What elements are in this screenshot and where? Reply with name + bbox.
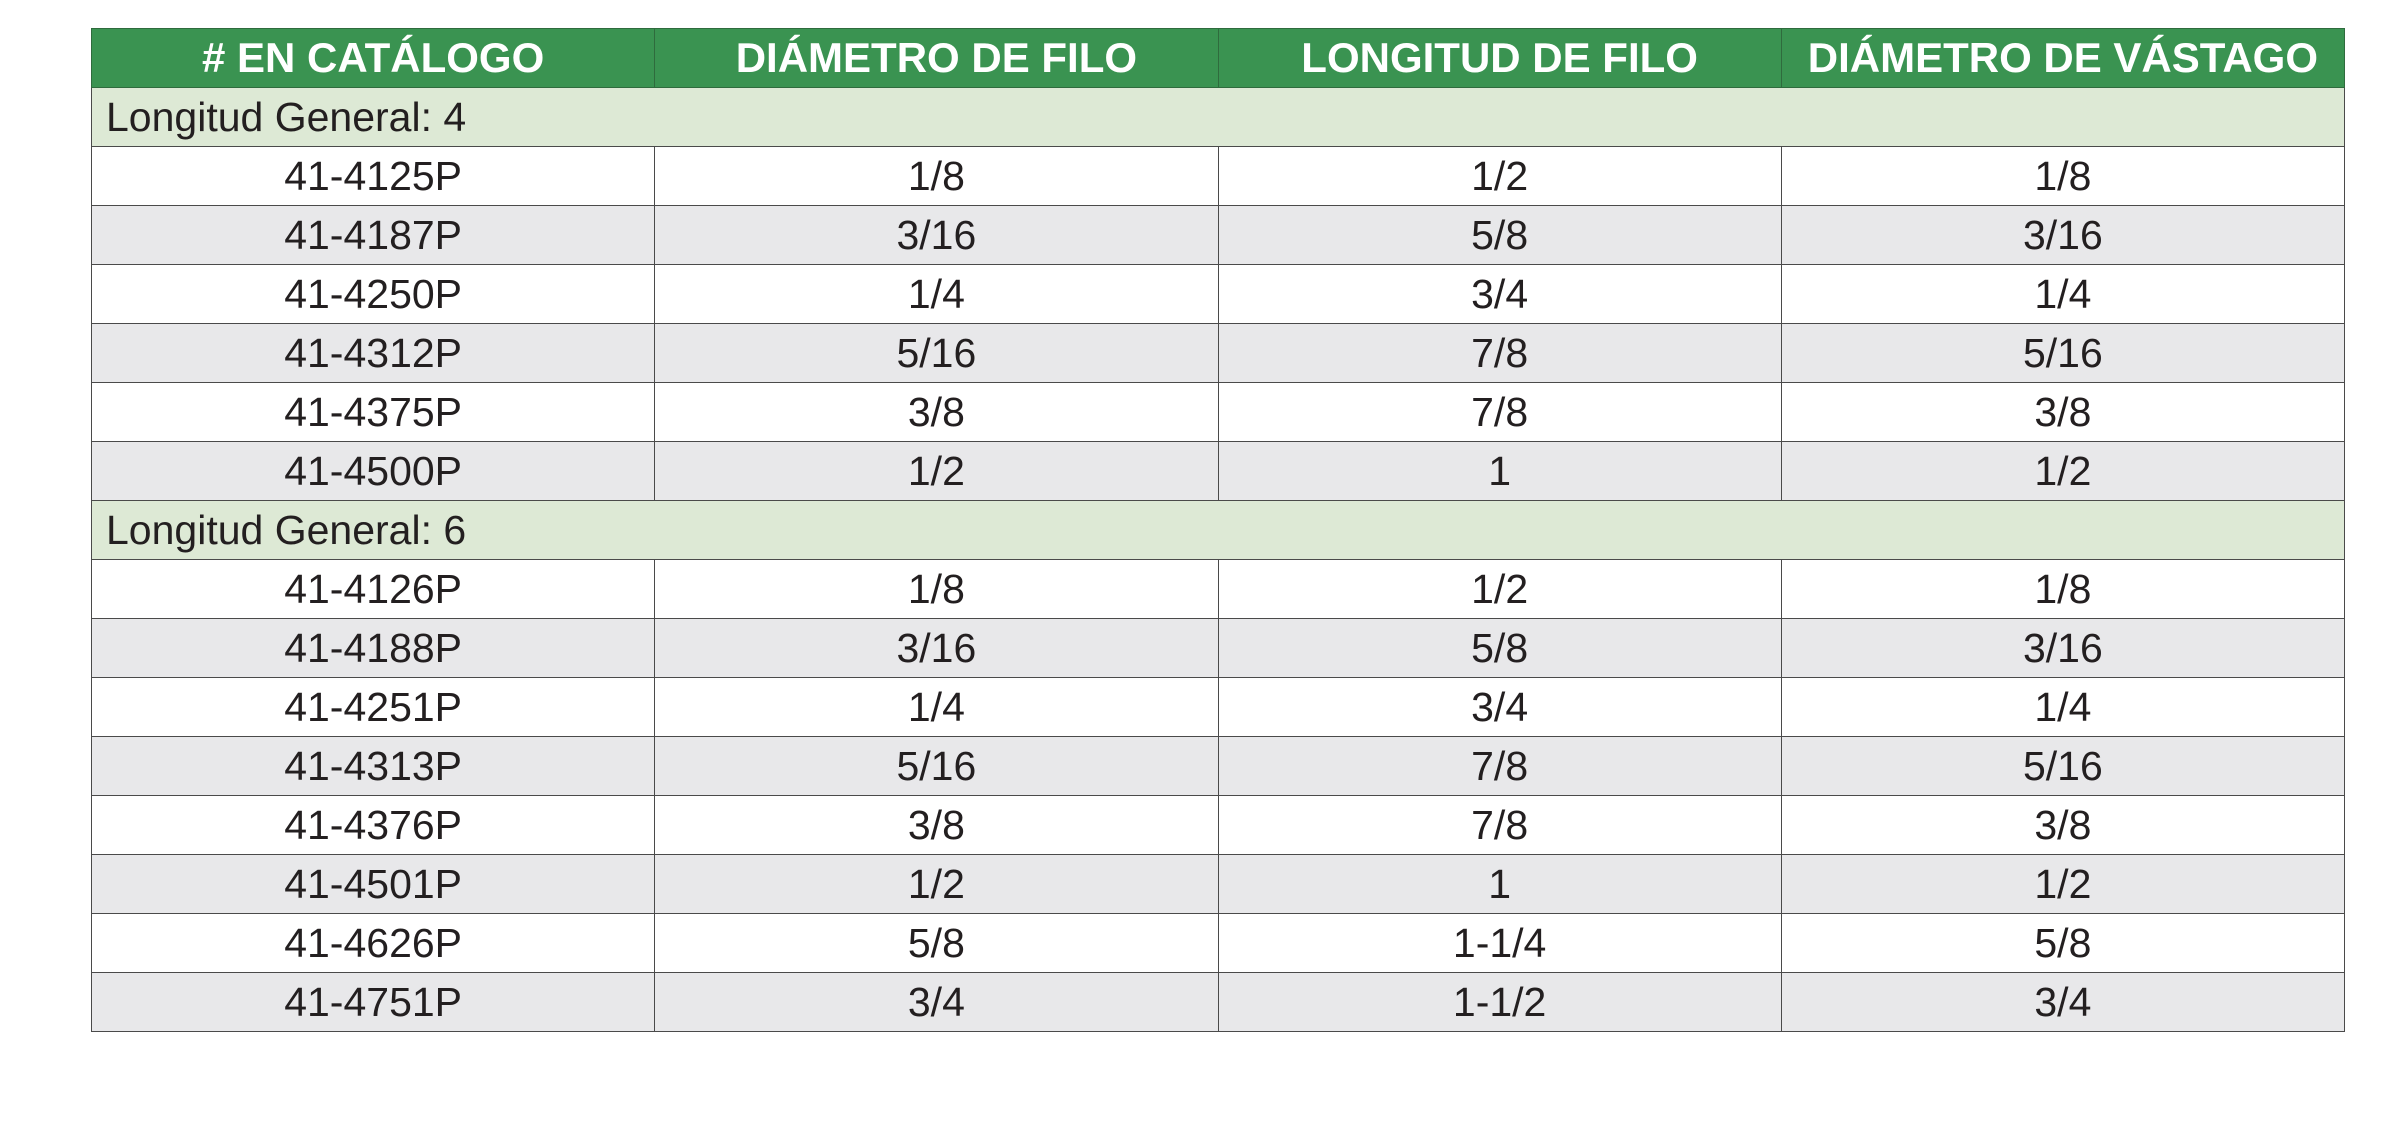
cell-cutting-diameter: 1/2 [654, 854, 1219, 914]
cell-cutting-diameter: 3/16 [654, 205, 1219, 265]
cell-catalog-number: 41-4187P [90, 205, 656, 265]
cell-cutting-length: 1/2 [1217, 146, 1782, 206]
cell-catalog-number: 41-4375P [90, 382, 656, 442]
table-row: 41-4187P 3/16 5/8 3/16 [90, 205, 2346, 265]
cell-catalog-number: 41-4312P [90, 323, 656, 383]
cell-catalog-number: 41-4376P [90, 795, 656, 855]
table-row: 41-4188P 3/16 5/8 3/16 [90, 618, 2346, 678]
cell-cutting-length: 1/2 [1217, 559, 1782, 619]
header-cutting-diameter: DIÁMETRO DE FILO [654, 28, 1219, 88]
cell-shank-diameter: 3/8 [1780, 795, 2346, 855]
cell-shank-diameter: 5/8 [1780, 913, 2346, 973]
cell-catalog-number: 41-4751P [90, 972, 656, 1032]
cell-cutting-diameter: 1/4 [654, 264, 1219, 324]
cell-cutting-length: 5/8 [1217, 205, 1782, 265]
table-row: 41-4312P 5/16 7/8 5/16 [90, 323, 2346, 383]
group-label: Longitud General: 6 [91, 500, 2345, 560]
cell-shank-diameter: 1/8 [1780, 559, 2346, 619]
header-shank-diameter: DIÁMETRO DE VÁSTAGO [1780, 28, 2346, 88]
cell-cutting-length: 3/4 [1217, 677, 1782, 737]
cell-cutting-diameter: 1/8 [654, 146, 1219, 206]
cell-shank-diameter: 1/4 [1780, 264, 2346, 324]
header-row: # EN CATÁLOGO DIÁMETRO DE FILO LONGITUD … [90, 28, 2346, 88]
cell-cutting-diameter: 3/4 [654, 972, 1219, 1032]
cell-cutting-diameter: 3/8 [654, 382, 1219, 442]
cell-cutting-length: 7/8 [1217, 323, 1782, 383]
table-row: 41-4500P 1/2 1 1/2 [90, 441, 2346, 501]
cell-catalog-number: 41-4188P [90, 618, 656, 678]
table-row: 41-4626P 5/8 1-1/4 5/8 [90, 913, 2346, 973]
cell-catalog-number: 41-4313P [90, 736, 656, 796]
cell-cutting-diameter: 5/16 [654, 736, 1219, 796]
group-label: Longitud General: 4 [91, 87, 2345, 147]
cell-shank-diameter: 1/2 [1780, 854, 2346, 914]
cell-shank-diameter: 5/16 [1780, 323, 2346, 383]
cell-cutting-diameter: 5/16 [654, 323, 1219, 383]
header-cutting-length: LONGITUD DE FILO [1217, 28, 1782, 88]
cell-cutting-length: 1 [1217, 441, 1782, 501]
cell-shank-diameter: 3/16 [1780, 205, 2346, 265]
cell-cutting-length: 3/4 [1217, 264, 1782, 324]
cell-catalog-number: 41-4500P [90, 441, 656, 501]
cell-cutting-length: 7/8 [1217, 382, 1782, 442]
table-row: 41-4251P 1/4 3/4 1/4 [90, 677, 2346, 737]
cell-catalog-number: 41-4626P [90, 913, 656, 973]
product-spec-table: # EN CATÁLOGO DIÁMETRO DE FILO LONGITUD … [90, 28, 2346, 1032]
cell-shank-diameter: 1/2 [1780, 441, 2346, 501]
cell-cutting-diameter: 1/8 [654, 559, 1219, 619]
group-row: Longitud General: 6 [91, 500, 2345, 560]
cell-shank-diameter: 1/8 [1780, 146, 2346, 206]
group-row: Longitud General: 4 [91, 87, 2345, 147]
table-header: # EN CATÁLOGO DIÁMETRO DE FILO LONGITUD … [90, 28, 2346, 88]
cell-catalog-number: 41-4126P [90, 559, 656, 619]
cell-shank-diameter: 3/16 [1780, 618, 2346, 678]
table-row: 41-4126P 1/8 1/2 1/8 [90, 559, 2346, 619]
cell-cutting-length: 7/8 [1217, 795, 1782, 855]
table-row: 41-4376P 3/8 7/8 3/8 [90, 795, 2346, 855]
table-body: Longitud General: 4 41-4125P 1/8 1/2 1/8 41-4… [90, 87, 2346, 1032]
cell-catalog-number: 41-4501P [90, 854, 656, 914]
table-row: 41-4125P 1/8 1/2 1/8 [90, 146, 2346, 206]
cell-catalog-number: 41-4125P [90, 146, 656, 206]
cell-cutting-diameter: 1/2 [654, 441, 1219, 501]
cell-shank-diameter: 3/4 [1780, 972, 2346, 1032]
cell-shank-diameter: 1/4 [1780, 677, 2346, 737]
cell-cutting-length: 5/8 [1217, 618, 1782, 678]
table-row: 41-4313P 5/16 7/8 5/16 [90, 736, 2346, 796]
header-catalog-number: # EN CATÁLOGO [90, 28, 656, 88]
cell-cutting-length: 1 [1217, 854, 1782, 914]
cell-cutting-length: 1-1/2 [1217, 972, 1782, 1032]
cell-cutting-diameter: 1/4 [654, 677, 1219, 737]
cell-cutting-diameter: 3/16 [654, 618, 1219, 678]
cell-shank-diameter: 5/16 [1780, 736, 2346, 796]
table-row: 41-4250P 1/4 3/4 1/4 [90, 264, 2346, 324]
cell-cutting-length: 7/8 [1217, 736, 1782, 796]
table-row: 41-4751P 3/4 1-1/2 3/4 [90, 972, 2346, 1032]
cell-catalog-number: 41-4251P [90, 677, 656, 737]
table-row: 41-4501P 1/2 1 1/2 [90, 854, 2346, 914]
cell-cutting-length: 1-1/4 [1217, 913, 1782, 973]
cell-shank-diameter: 3/8 [1780, 382, 2346, 442]
cell-cutting-diameter: 3/8 [654, 795, 1219, 855]
table-row: 41-4375P 3/8 7/8 3/8 [90, 382, 2346, 442]
cell-catalog-number: 41-4250P [90, 264, 656, 324]
cell-cutting-diameter: 5/8 [654, 913, 1219, 973]
